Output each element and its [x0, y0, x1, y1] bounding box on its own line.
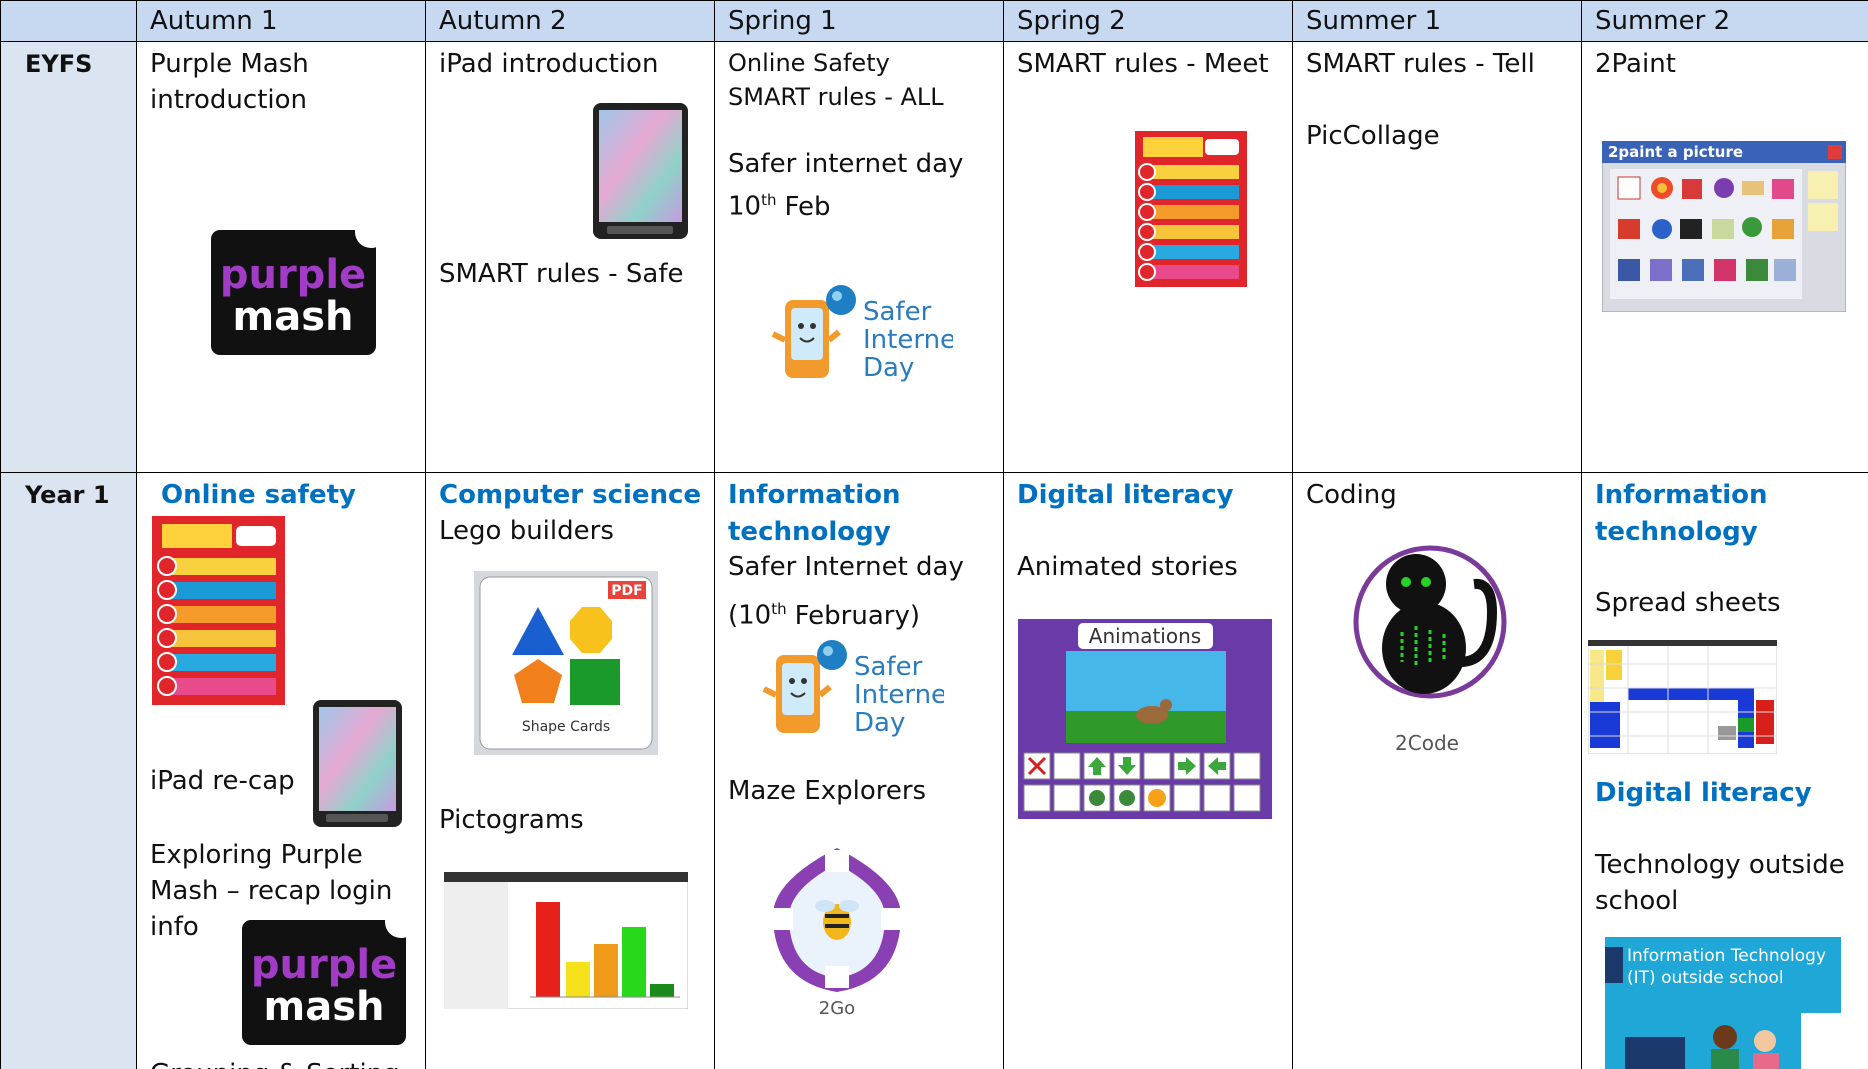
cell-text: Pictograms [439, 805, 584, 835]
cell-text: Safer internet day [728, 149, 964, 179]
cell: SMART rules - Tell PicCollage [1293, 42, 1582, 473]
header-cell: Autumn 2 [426, 0, 715, 42]
row-label-cell: EYFS [0, 42, 137, 473]
logo-word: mash [233, 294, 354, 340]
cell-text: PicCollage [1306, 121, 1440, 151]
logo-word: mash [264, 984, 385, 1030]
header-cell: Autumn 1 [137, 0, 426, 42]
badge-word: Safer [854, 652, 923, 682]
date: (10th February) [728, 585, 920, 640]
cell: Information technology Spread sheets Dig… [1582, 473, 1868, 1069]
cell-heading: Online safety [161, 480, 356, 510]
cell: Online Safety SMART rules - ALL Safer in… [715, 42, 1004, 473]
cell-text: iPad re-cap [150, 766, 295, 796]
cell: SMART rules - Meet [1004, 42, 1293, 473]
safer-internet-badge: Safer Internet Day [771, 285, 953, 383]
cell-heading: Information technology [1595, 480, 1768, 547]
date-day: 10 [728, 191, 762, 222]
date-day: (10 [728, 600, 772, 631]
smart-poster [152, 516, 285, 705]
ipad-image [313, 700, 402, 827]
badge-word: Day [863, 353, 914, 383]
header-text: Spring 1 [728, 6, 837, 36]
header-cell: Spring 1 [715, 0, 1004, 42]
cell-text: SMART rules - ALL [728, 83, 944, 111]
cell-text: Purple Mash introduction [150, 49, 309, 115]
cell-heading: Computer science [439, 480, 702, 510]
logo-word: purple [220, 252, 366, 298]
poster-title: Information Technology (IT) outside scho… [1627, 946, 1827, 988]
shape-cards: PDF Shape Cards [474, 571, 658, 755]
cell-text: Spread sheets [1595, 588, 1781, 618]
cell-text: Lego builders [439, 516, 614, 546]
cell-text: SMART rules - Tell [1306, 49, 1535, 79]
animation-window: Animations [1018, 619, 1272, 819]
header-text: Autumn 1 [150, 6, 278, 36]
date-month: February) [794, 600, 920, 631]
cell: Purple Mash introduction purple mash [137, 42, 426, 473]
date-suffix: th [761, 191, 777, 209]
window-title: 2paint a picture [1608, 143, 1743, 161]
cell: Online safety iPad re-cap Exploring Purp… [137, 473, 426, 1069]
it-poster: Information Technology (IT) outside scho… [1605, 937, 1841, 1069]
cell-text: Coding [1306, 480, 1397, 510]
date: 10th Feb [728, 182, 831, 225]
cell: Digital literacy Animated stories Animat… [1004, 473, 1293, 1069]
card-caption: Shape Cards [522, 719, 610, 735]
cell-text: Exploring Purple Mash – recap login info [150, 840, 393, 942]
corner-cell [0, 0, 137, 42]
badge-word: Internet [863, 325, 953, 355]
window-title: Animations [1089, 624, 1201, 648]
safer-internet-badge: Safer Internet Day [762, 640, 944, 738]
row-label-cell: Year 1 [0, 473, 137, 1069]
cell-text: Safer Internet day [728, 552, 964, 582]
badge-word: Day [854, 708, 905, 738]
row-label: EYFS [25, 50, 93, 78]
cell-heading: Digital literacy [1017, 480, 1234, 510]
date-suffix: th [771, 600, 787, 618]
image-caption: 2Go [819, 998, 855, 1019]
smart-poster [1135, 131, 1247, 287]
cell: Information technology Safer Internet da… [715, 473, 1004, 1069]
cell-text: Online Safety [728, 49, 890, 77]
badge-word: Safer [863, 297, 932, 327]
cell-heading: Information technology [728, 480, 901, 547]
pictogram-chart [444, 872, 688, 1009]
cell: iPad introduction SMART rules - Safe [426, 42, 715, 473]
2go-image: 2Go [769, 848, 905, 1019]
cell: Coding 2Code [1293, 473, 1582, 1069]
cell-text: Grouping & Sorting [150, 1056, 425, 1069]
cell-text: SMART rules - Meet [1017, 49, 1269, 79]
cell-text: iPad introduction [439, 49, 659, 79]
purple-mash-logo: purple mash [211, 230, 376, 355]
cell: 2Paint 2paint a picture [1582, 42, 1868, 473]
purple-mash-logo: purple mash [242, 920, 406, 1045]
2code-image: 2Code [1353, 545, 1507, 755]
cell-text: Maze Explorers [728, 776, 927, 806]
row-label: Year 1 [25, 481, 110, 509]
header-text: Autumn 2 [439, 6, 567, 36]
spreadsheet-image [1588, 640, 1777, 754]
cell: Computer science Lego builders PDF Shape… [426, 473, 715, 1069]
header-text: Summer 1 [1306, 6, 1442, 36]
ipad-image [593, 103, 688, 239]
header-text: Spring 2 [1017, 6, 1126, 36]
image-caption: 2Code [1395, 731, 1459, 755]
date-month: Feb [784, 191, 831, 222]
header-cell: Summer 2 [1582, 0, 1868, 42]
cell-text: Technology outside school [1595, 850, 1845, 916]
header-cell: Summer 1 [1293, 0, 1582, 42]
badge-word: Internet [854, 680, 944, 710]
card-tag: PDF [611, 583, 642, 599]
cell-text: 2Paint [1595, 49, 1676, 79]
cell-heading: Digital literacy [1595, 778, 1812, 808]
paint-window: 2paint a picture [1602, 141, 1846, 312]
logo-word: purple [251, 942, 397, 988]
cell-text: Animated stories [1017, 552, 1238, 582]
header-text: Summer 2 [1595, 6, 1731, 36]
header-cell: Spring 2 [1004, 0, 1293, 42]
cell-text: SMART rules - Safe [439, 259, 684, 289]
